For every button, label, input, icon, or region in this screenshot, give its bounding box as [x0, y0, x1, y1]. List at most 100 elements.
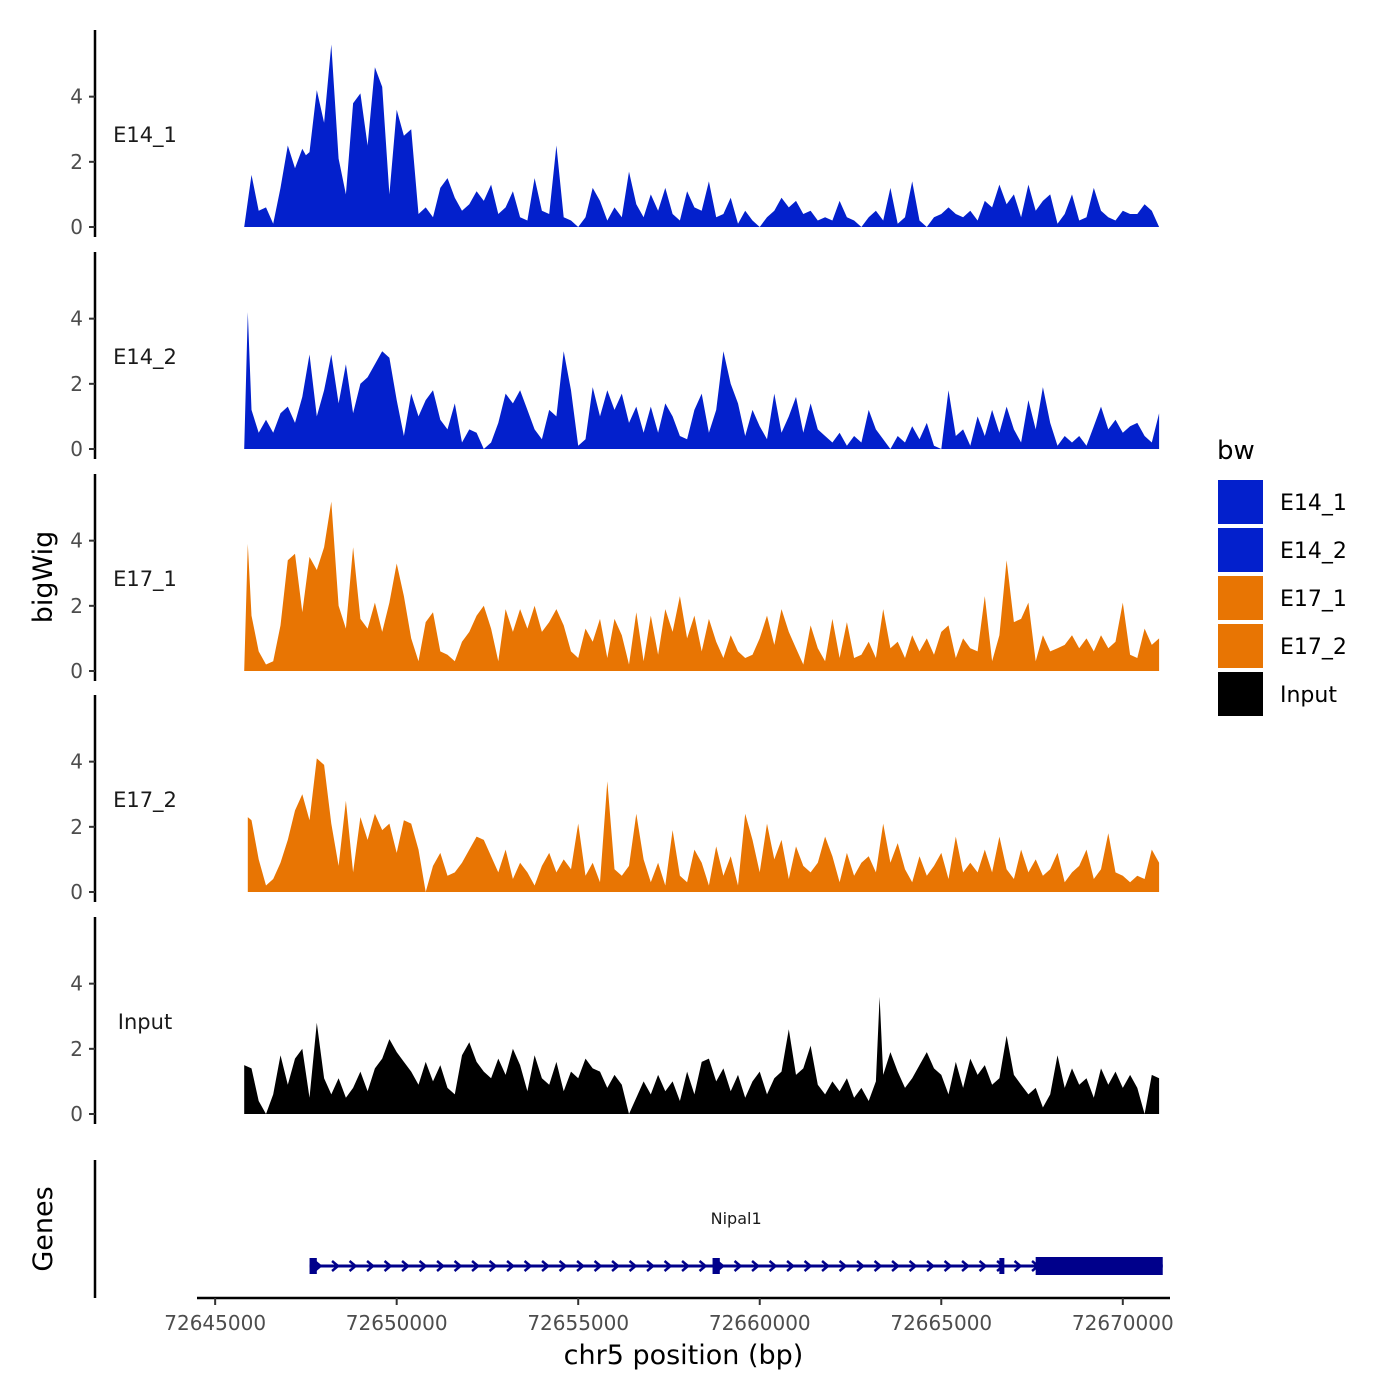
y-tick-label: 2 [70, 1037, 83, 1061]
legend-label: E14_1 [1280, 491, 1347, 516]
x-tick-label: 72655000 [527, 1311, 629, 1335]
strand-arrow-icon [803, 1260, 813, 1272]
strand-arrow-icon [558, 1260, 568, 1272]
legend: bw E14_1 E14_2 E17_1 E17_2 Input [1217, 436, 1347, 716]
strand-arrow-icon [383, 1260, 393, 1272]
legend-items: E14_1 E14_2 E17_1 E17_2 Input [1218, 480, 1347, 716]
legend-swatch [1218, 480, 1263, 524]
gene-name-label: Nipal1 [711, 1209, 762, 1228]
strand-arrow-icon [611, 1260, 621, 1272]
x-axis-title: chr5 position (bp) [564, 1340, 804, 1371]
strand-arrow-icon [908, 1260, 918, 1272]
strand-arrow-icon [856, 1260, 866, 1272]
strand-arrow-icon [628, 1260, 638, 1272]
y-tick-label: 2 [70, 594, 83, 618]
strand-arrow-icon [646, 1260, 656, 1272]
strand-arrow-icon [331, 1260, 341, 1272]
legend-item: Input [1218, 672, 1337, 716]
y-axis-title: bigWig [28, 531, 59, 624]
strand-arrow-icon [663, 1260, 673, 1272]
strand-arrow-icon [1013, 1260, 1023, 1272]
legend-swatch [1218, 624, 1263, 668]
track-E14_1: 0 2 4 E14_1 [70, 30, 1160, 239]
y-tick-label: 0 [70, 1102, 83, 1126]
strand-arrow-icon [436, 1260, 446, 1272]
strand-arrow-icon [506, 1260, 516, 1272]
gene-exon [309, 1258, 317, 1274]
legend-item: E17_1 [1218, 576, 1347, 620]
y-tick-label: 4 [70, 529, 83, 553]
legend-label: Input [1280, 683, 1337, 708]
strand-arrow-icon [873, 1260, 883, 1272]
strand-arrow-icon [488, 1260, 498, 1272]
track-E17_2: 0 2 4 E17_2 [70, 695, 1160, 904]
track-label: Input [118, 1010, 172, 1034]
y-tick-label: 0 [70, 437, 83, 461]
strand-arrow-icon [593, 1260, 603, 1272]
strand-arrow-icon [541, 1260, 551, 1272]
x-axis: 72645000 72650000 72655000 72660000 72665000… [164, 1296, 1174, 1335]
coverage-area-E17_1 [244, 501, 1160, 671]
gene-exon [712, 1258, 720, 1274]
strand-arrow-icon [961, 1260, 971, 1272]
strand-arrow-icon [471, 1260, 481, 1272]
x-tick-label: 72645000 [164, 1311, 266, 1335]
strand-arrow-icon [366, 1260, 376, 1272]
strand-arrow-icon [891, 1260, 901, 1272]
y-tick-label: 2 [70, 150, 83, 174]
coverage-area-E14_1 [244, 44, 1160, 227]
strand-arrow-icon [523, 1260, 533, 1272]
track-E17_1: 0 2 4 E17_1 [70, 474, 1160, 683]
legend-item: E14_2 [1218, 528, 1347, 572]
coverage-area-E17_2 [247, 758, 1160, 892]
strand-arrow-icon [698, 1260, 708, 1272]
legend-item: E14_1 [1218, 480, 1347, 524]
legend-swatch [1218, 576, 1263, 620]
x-tick-label: 72665000 [890, 1311, 992, 1335]
y-tick-label: 0 [70, 880, 83, 904]
strand-arrow-icon [348, 1260, 358, 1272]
strand-arrow-icon [681, 1260, 691, 1272]
x-tick-label: 72670000 [1072, 1311, 1174, 1335]
strand-arrow-icon [926, 1260, 936, 1272]
legend-label: E14_2 [1280, 539, 1347, 564]
gene-track: Nipal1 [93, 1160, 1163, 1298]
track-label: E14_2 [113, 345, 177, 370]
genes-axis-title: Genes [28, 1186, 59, 1271]
y-tick-label: 4 [70, 307, 83, 331]
strand-arrow-icon [733, 1260, 743, 1272]
track-Input: 0 2 4 Input [70, 917, 1160, 1126]
track-label: E17_2 [113, 788, 177, 813]
y-tick-label: 0 [70, 215, 83, 239]
gene-exon [1035, 1257, 1163, 1275]
y-tick-label: 0 [70, 659, 83, 683]
coverage-area-Input [244, 996, 1160, 1114]
gene-exon [999, 1258, 1005, 1274]
y-tick-label: 2 [70, 815, 83, 839]
track-label: E17_1 [113, 567, 177, 592]
y-tick-label: 4 [70, 972, 83, 996]
x-tick-label: 72660000 [709, 1311, 811, 1335]
coverage-tracks: 0 2 4 E14_1 0 2 4 E14_2 0 2 4 E17_1 0 2 4 E17_2 0 2 4 Input [70, 30, 1160, 1126]
strand-arrow-icon [751, 1260, 761, 1272]
strand-arrow-icon [768, 1260, 778, 1272]
strand-arrow-icon [943, 1260, 953, 1272]
y-tick-label: 4 [70, 750, 83, 774]
legend-label: E17_2 [1280, 635, 1347, 660]
strand-arrow-icon [978, 1260, 988, 1272]
strand-arrow-icon [418, 1260, 428, 1272]
legend-swatch [1218, 672, 1263, 716]
y-tick-label: 4 [70, 85, 83, 109]
track-label: E14_1 [113, 123, 177, 148]
strand-arrow-icon [786, 1260, 796, 1272]
strand-arrow-icon [453, 1260, 463, 1272]
y-tick-label: 2 [70, 372, 83, 396]
strand-arrow-icon [838, 1260, 848, 1272]
x-tick-label: 72650000 [346, 1311, 448, 1335]
gene-Nipal1: Nipal1 [309, 1209, 1163, 1275]
track-E14_2: 0 2 4 E14_2 [70, 252, 1160, 461]
legend-title: bw [1217, 436, 1255, 466]
strand-arrow-icon [576, 1260, 586, 1272]
legend-item: E17_2 [1218, 624, 1347, 668]
